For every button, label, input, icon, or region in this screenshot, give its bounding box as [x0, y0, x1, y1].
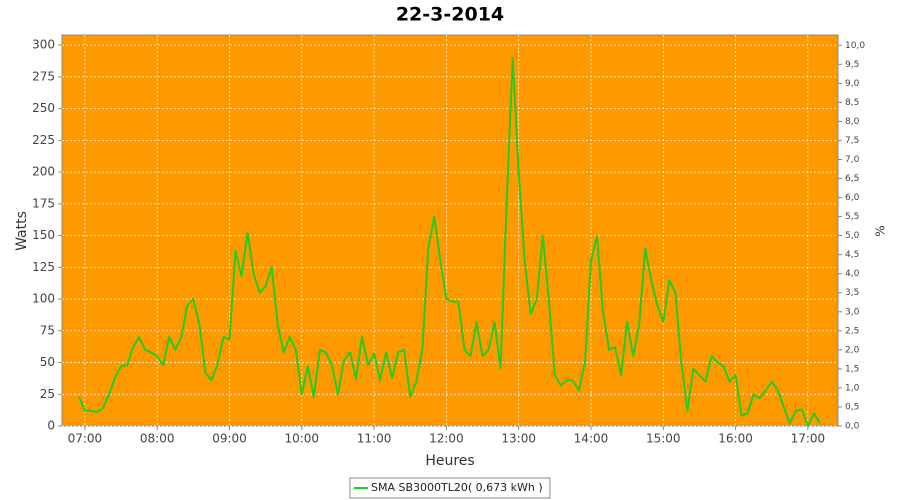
legend: SMA SB3000TL20( 0,673 kWh )	[349, 477, 551, 499]
y-tick-label: 50	[40, 355, 55, 369]
y2-tick-label: 0,0	[845, 422, 860, 432]
y-tick-label: 150	[32, 228, 55, 242]
y-axis-label: Watts	[14, 211, 30, 251]
y2-tick-label: 6,5	[845, 174, 859, 184]
x-tick-label: 14:00	[574, 432, 609, 446]
y-tick-label: 200	[32, 165, 55, 179]
x-tick-label: 09:00	[212, 432, 247, 446]
y2-tick-label: 6,0	[845, 193, 860, 203]
plot-area	[61, 34, 839, 427]
y2-tick-label: 1,0	[845, 383, 860, 393]
y-tick-label: 100	[32, 292, 55, 306]
y-tick-label: 25	[40, 387, 55, 401]
y2-axis-label: %	[874, 225, 888, 236]
y2-tick-label: 10,0	[845, 41, 865, 51]
y-tick-label: 275	[32, 69, 55, 83]
legend-box	[349, 477, 551, 499]
y2-tick-label: 7,0	[845, 155, 860, 165]
x-tick-label: 08:00	[140, 432, 175, 446]
y2-tick-label: 8,5	[845, 98, 859, 108]
y-tick-label: 225	[32, 133, 55, 147]
x-tick-label: 07:00	[68, 432, 103, 446]
y-tick-label: 300	[32, 38, 55, 52]
x-tick-label: 15:00	[646, 432, 681, 446]
y2-tick-label: 0,5	[845, 402, 859, 412]
x-tick-label: 12:00	[429, 432, 464, 446]
y2-tick-label: 5,5	[845, 212, 859, 222]
y2-tick-label: 5,0	[845, 231, 860, 241]
y2-tick-label: 8,0	[845, 117, 860, 127]
y-tick-label: 75	[40, 323, 55, 337]
y-tick-label: 125	[32, 260, 55, 274]
x-tick-label: 10:00	[284, 432, 319, 446]
data-line	[77, 56, 821, 427]
y2-tick-label: 7,5	[845, 136, 859, 146]
x-tick-label: 13:00	[501, 432, 536, 446]
y-tick-label: 175	[32, 196, 55, 210]
x-tick-label: 17:00	[791, 432, 826, 446]
x-axis-label: Heures	[425, 453, 474, 469]
legend-label: SMA SB3000TL20( 0,673 kWh )	[371, 481, 543, 494]
y2-tick-label: 2,5	[845, 326, 859, 336]
y2-tick-label: 4,0	[845, 269, 860, 279]
y2-tick-label: 3,5	[845, 288, 859, 298]
y-tick-label: 0	[47, 419, 55, 433]
y2-tick-label: 9,0	[845, 79, 860, 89]
chart-title: 22-3-2014	[396, 4, 504, 26]
x-tick-label: 11:00	[357, 432, 392, 446]
y2-tick-label: 3,0	[845, 307, 860, 317]
y2-tick-label: 1,5	[845, 364, 859, 374]
y2-tick-label: 4,5	[845, 250, 859, 260]
y2-tick-label: 2,0	[845, 345, 860, 355]
y2-tick-label: 9,5	[845, 60, 859, 70]
x-tick-label: 16:00	[718, 432, 753, 446]
y-tick-label: 250	[32, 101, 55, 115]
